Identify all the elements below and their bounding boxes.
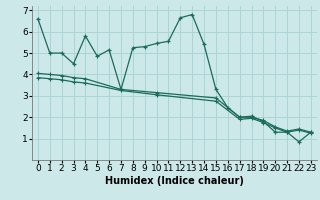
X-axis label: Humidex (Indice chaleur): Humidex (Indice chaleur) (105, 176, 244, 186)
